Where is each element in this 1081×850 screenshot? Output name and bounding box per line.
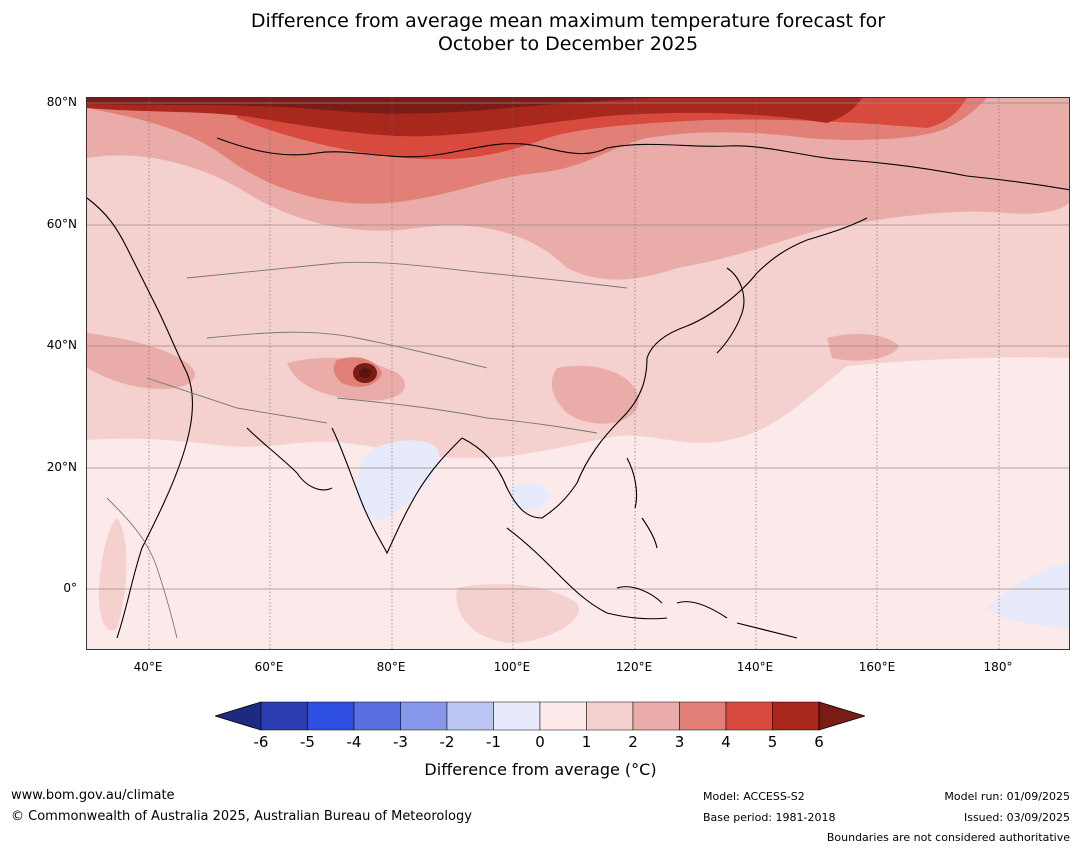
copyright-text: © Commonwealth of Australia 2025, Austra… [11, 809, 472, 824]
lat-label-80n: 80°N [46, 95, 77, 109]
anomaly-region-2-to-3-pacific [827, 333, 899, 361]
colorbar-svg [213, 701, 867, 731]
colorbar-segment [260, 701, 308, 731]
lon-label-60e: 60°E [254, 660, 284, 674]
lon-label-120e: 120°E [615, 660, 653, 674]
anomaly-region-2-to-3-west [87, 333, 195, 389]
lon-label-180: 180° [983, 660, 1013, 674]
title-line-2: October to December 2025 [437, 33, 699, 55]
lat-label-40n: 40°N [46, 338, 77, 352]
colorbar-tick-label: -2 [439, 733, 455, 751]
lon-label-40e: 40°E [133, 660, 163, 674]
lat-label-20n: 20°N [46, 460, 77, 474]
anomaly-region-2-to-3-china [551, 365, 639, 424]
colorbar-extend-low [213, 701, 262, 731]
colorbar-tick-label: 4 [721, 733, 731, 751]
issued-date: Issued: 03/09/2025 [963, 811, 1070, 824]
anomaly-region-1-to-2-maritime [456, 583, 579, 643]
chart-title: Difference from average mean maximum tem… [0, 10, 1081, 56]
colorbar-segment [400, 701, 448, 731]
colorbar-tick-label: -4 [346, 733, 362, 751]
colorbar-tick-label: 3 [674, 733, 685, 751]
coastlines [87, 137, 1069, 639]
forecast-map [86, 97, 1070, 650]
colorbar-tick-label: -3 [393, 733, 408, 751]
colorbar-tick-label: 5 [767, 733, 778, 751]
colorbar-tick-label: -1 [486, 733, 501, 751]
lon-label-100e: 100°E [493, 660, 531, 674]
colorbar-segment [446, 701, 494, 731]
colorbar-tick-label: -6 [253, 733, 269, 751]
colorbar-segment [353, 701, 401, 731]
anomaly-region-5-to-6 [87, 98, 862, 137]
colorbar-tick-label: 0 [535, 733, 545, 751]
colorbar [213, 700, 867, 732]
colorbar-tick-label: 6 [814, 733, 824, 751]
colorbar-segment [586, 701, 634, 731]
anomaly-region-1-to-2-africa [98, 518, 127, 631]
country-borders [106, 261, 628, 639]
base-period: Base period: 1981-2018 [703, 811, 836, 824]
lon-label-80e: 80°E [376, 660, 406, 674]
title-line-1: Difference from average mean maximum tem… [250, 10, 886, 32]
website-link[interactable]: www.bom.gov.au/climate [11, 788, 175, 803]
model-run-date: Model run: 01/09/2025 [944, 790, 1070, 803]
colorbar-segment [632, 701, 680, 731]
colorbar-segment [493, 701, 541, 731]
graticule [148, 98, 1000, 649]
lon-label-160e: 160°E [858, 660, 896, 674]
colorbar-tick-label: 2 [628, 733, 638, 751]
colorbar-segment [725, 701, 773, 731]
boundaries-disclaimer: Boundaries are not considered authoritat… [826, 831, 1070, 844]
model-name: Model: ACCESS-S2 [703, 790, 805, 803]
anomaly-region-minus-1-to-0-pacific [987, 563, 1069, 628]
anomaly-region-minus-1-to-0-indochina [508, 482, 549, 510]
latitude-lines [87, 102, 1069, 590]
colorbar-tick-label: -5 [300, 733, 315, 751]
map-svg [87, 98, 1069, 649]
colorbar-extend-high [818, 701, 867, 731]
lat-label-equator: 0° [63, 581, 77, 595]
anomaly-region-above-6 [87, 98, 647, 114]
colorbar-segment [307, 701, 355, 731]
lon-label-140e: 140°E [736, 660, 774, 674]
colorbar-segment [772, 701, 820, 731]
colorbar-segment [539, 701, 587, 731]
anomaly-hotspot-core [359, 368, 371, 378]
anomaly-region-minus-1-to-0-india [357, 440, 439, 521]
colorbar-tick-label: 1 [581, 733, 592, 751]
colorbar-label: Difference from average (°C) [424, 760, 657, 779]
lat-label-60n: 60°N [46, 217, 77, 231]
colorbar-segment [679, 701, 727, 731]
